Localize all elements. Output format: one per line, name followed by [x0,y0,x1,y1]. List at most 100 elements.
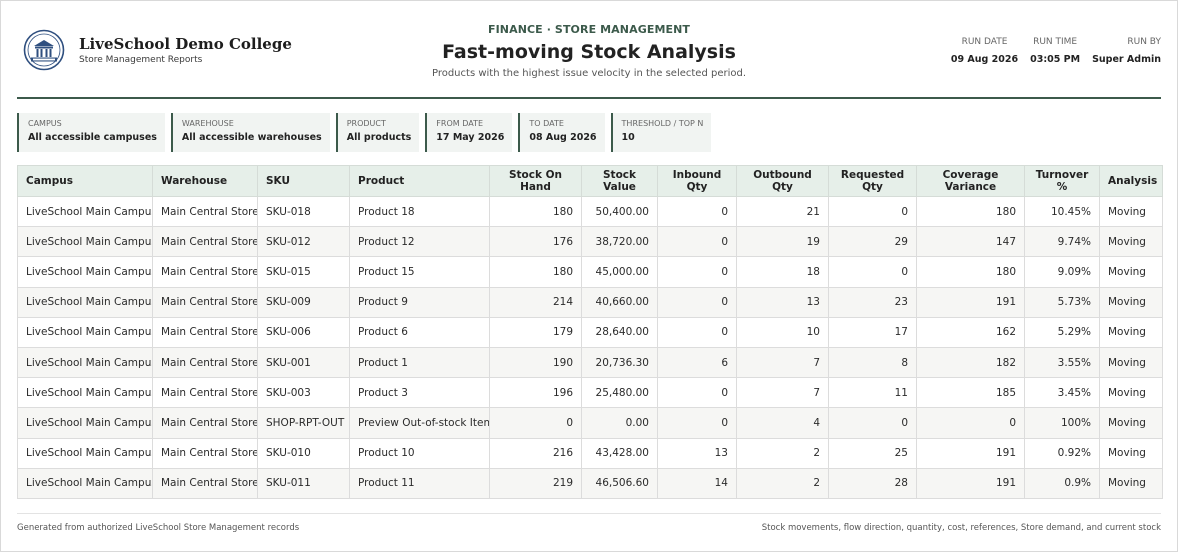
cell-sku: SKU-003 [257,377,350,409]
table-body: LiveSchool Main Campus Main Central Store… [17,195,1163,499]
cell-coverage-variance: 191 [916,286,1025,318]
cell-turnover-percent: 9.74% [1024,226,1100,258]
table-row: LiveSchool Main Campus Main Central Store… [17,437,1163,469]
table-row: LiveSchool Main Campus Main Central Store… [17,316,1163,348]
cell-product: Product 12 [349,226,490,258]
filter-campus: CAMPUS All accessible campuses [17,113,165,152]
cell-stock-on-hand: 179 [489,316,582,348]
cell-sku: SKU-018 [257,195,350,228]
filter-label: CAMPUS [28,119,62,128]
cell-stock-on-hand: 190 [489,346,582,379]
cell-requested-qty: 25 [828,437,917,469]
column-header-turnover-percent: Turnover % [1024,165,1100,197]
filter-value: 08 Aug 2026 [529,132,597,143]
column-header-stock-value: Stock Value [581,165,658,197]
cell-requested-qty: 28 [828,467,917,499]
cell-analysis: Moving [1099,377,1163,409]
cell-warehouse: Main Central Store [152,377,258,409]
cell-product: Product 3 [349,377,490,409]
filter-label: FROM DATE [436,119,484,128]
cell-stock-value: 40,660.00 [581,286,658,318]
cell-analysis: Moving [1099,407,1163,439]
cell-campus: LiveSchool Main Campus [17,346,153,379]
table-row: LiveSchool Main Campus Main Central Store… [17,407,1163,439]
column-header-coverage-variance: Coverage Variance [916,165,1025,197]
cell-inbound-qty: 0 [657,226,737,258]
footer-right-text: Stock movements, flow direction, quantit… [761,523,1161,533]
cell-campus: LiveSchool Main Campus [17,467,153,499]
brand-text: LiveSchool Demo College Store Management… [79,35,292,65]
cell-requested-qty: 0 [828,195,917,228]
cell-campus: LiveSchool Main Campus [17,256,153,288]
cell-requested-qty: 23 [828,286,917,318]
cell-turnover-percent: 0.92% [1024,437,1100,469]
filter-summary: CAMPUS All accessible campuses WAREHOUSE… [17,113,717,152]
cell-analysis: Moving [1099,346,1163,379]
cell-product: Product 15 [349,256,490,288]
cell-product: Product 11 [349,467,490,499]
cell-coverage-variance: 180 [916,195,1025,228]
cell-warehouse: Main Central Store [152,346,258,379]
cell-inbound-qty: 0 [657,316,737,348]
cell-outbound-qty: 7 [736,377,829,409]
cell-sku: SKU-010 [257,437,350,469]
cell-stock-value: 28,640.00 [581,316,658,348]
cell-warehouse: Main Central Store [152,467,258,499]
run-time: RUN TIME 03:05 PM [1030,37,1080,65]
cell-campus: LiveSchool Main Campus [17,286,153,318]
filter-from-date: FROM DATE 17 May 2026 [425,113,513,152]
cell-inbound-qty: 0 [657,407,737,439]
filter-product: PRODUCT All products [335,113,420,152]
cell-inbound-qty: 6 [657,346,737,379]
cell-turnover-percent: 9.09% [1024,256,1100,288]
cell-campus: LiveSchool Main Campus [17,316,153,348]
cell-coverage-variance: 147 [916,226,1025,258]
fast-moving-stock-table: Campus Warehouse SKU Product Stock On Hand St… [17,165,1163,499]
cell-outbound-qty: 2 [736,467,829,499]
run-by-value: Super Admin [1092,54,1161,65]
brand-subtitle: Store Management Reports [79,55,203,65]
cell-outbound-qty: 21 [736,195,829,228]
cell-inbound-qty: 0 [657,195,737,228]
cell-stock-value: 0.00 [581,407,658,439]
table-row: LiveSchool Main Campus Main Central Store… [17,226,1163,258]
run-by: RUN BY Super Admin [1092,37,1161,65]
cell-campus: LiveSchool Main Campus [17,195,153,228]
cell-campus: LiveSchool Main Campus [17,377,153,409]
cell-coverage-variance: 182 [916,346,1025,379]
college-name: LiveSchool Demo College [79,35,292,53]
cell-coverage-variance: 180 [916,256,1025,288]
cell-sku: SKU-006 [257,316,350,348]
cell-outbound-qty: 10 [736,316,829,348]
cell-turnover-percent: 3.55% [1024,346,1100,379]
cell-stock-on-hand: 216 [489,437,582,469]
cell-sku: SKU-012 [257,226,350,258]
filter-value: All products [346,132,412,143]
cell-warehouse: Main Central Store [152,437,258,469]
cell-warehouse: Main Central Store [152,256,258,288]
filter-value: All accessible warehouses [181,132,322,143]
cell-product: Preview Out-of-stock Item [349,407,490,439]
cell-product: Product 9 [349,286,490,318]
cell-inbound-qty: 0 [657,377,737,409]
table-row: LiveSchool Main Campus Main Central Store… [17,256,1163,288]
table-row: LiveSchool Main Campus Main Central Store… [17,286,1163,318]
cell-stock-on-hand: 180 [489,195,582,228]
cell-analysis: Moving [1099,467,1163,499]
column-header-outbound-qty: Outbound Qty [736,165,829,197]
filter-label: PRODUCT [346,119,386,128]
column-header-requested-qty: Requested Qty [828,165,917,197]
cell-turnover-percent: 5.73% [1024,286,1100,318]
cell-requested-qty: 17 [828,316,917,348]
cell-warehouse: Main Central Store [152,286,258,318]
column-header-inbound-qty: Inbound Qty [657,165,737,197]
cell-outbound-qty: 13 [736,286,829,318]
cell-warehouse: Main Central Store [152,195,258,228]
cell-analysis: Moving [1099,226,1163,258]
cell-stock-on-hand: 219 [489,467,582,499]
filter-to-date: TO DATE 08 Aug 2026 [518,113,605,152]
cell-outbound-qty: 4 [736,407,829,439]
cell-stock-value: 38,720.00 [581,226,658,258]
filter-label: TO DATE [529,119,564,128]
